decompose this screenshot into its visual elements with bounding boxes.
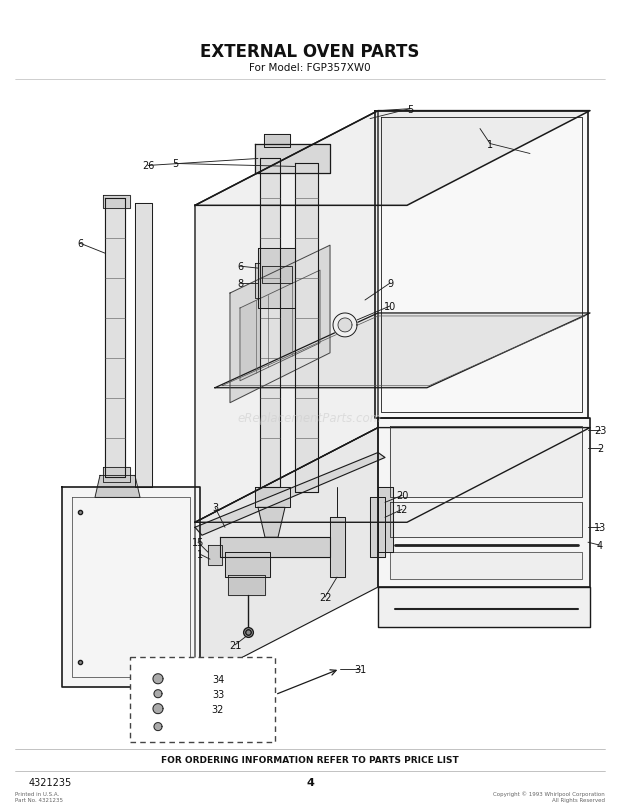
Polygon shape [225, 552, 270, 577]
Polygon shape [154, 723, 162, 731]
Polygon shape [378, 418, 590, 587]
Polygon shape [195, 112, 590, 206]
Text: 1: 1 [197, 549, 203, 560]
Polygon shape [255, 145, 330, 174]
Polygon shape [103, 196, 130, 209]
Polygon shape [262, 267, 292, 283]
Polygon shape [208, 545, 222, 565]
Text: 31: 31 [354, 664, 366, 674]
Polygon shape [154, 690, 162, 698]
Text: 4: 4 [597, 540, 603, 551]
Polygon shape [378, 587, 590, 627]
Polygon shape [195, 428, 378, 682]
Polygon shape [258, 507, 285, 537]
Text: 5: 5 [172, 159, 178, 169]
Text: 6: 6 [77, 239, 83, 249]
Text: 12: 12 [396, 505, 408, 515]
Polygon shape [258, 249, 295, 308]
Text: 32: 32 [212, 703, 224, 714]
Polygon shape [195, 428, 590, 523]
Polygon shape [255, 487, 290, 507]
Polygon shape [264, 134, 290, 147]
Polygon shape [228, 576, 265, 595]
Polygon shape [390, 503, 582, 537]
Polygon shape [370, 498, 385, 557]
Text: 9: 9 [387, 279, 393, 289]
Polygon shape [222, 316, 585, 386]
Text: 4: 4 [306, 777, 314, 788]
Text: 33: 33 [212, 689, 224, 699]
Polygon shape [390, 426, 582, 498]
Polygon shape [333, 314, 357, 337]
Text: For Model: FGP357XW0: For Model: FGP357XW0 [249, 63, 371, 73]
Polygon shape [220, 537, 330, 557]
Text: 3: 3 [212, 503, 218, 512]
Polygon shape [72, 498, 190, 677]
Text: 6: 6 [237, 262, 243, 271]
Polygon shape [295, 165, 318, 493]
Text: Copyright © 1993 Whirlpool Corporation
All Rights Reserved: Copyright © 1993 Whirlpool Corporation A… [494, 791, 605, 802]
Text: 10: 10 [384, 302, 396, 312]
Text: 15: 15 [192, 537, 204, 548]
FancyBboxPatch shape [130, 657, 275, 742]
Polygon shape [381, 117, 582, 412]
Polygon shape [195, 453, 385, 536]
Text: 13: 13 [594, 523, 606, 532]
Polygon shape [338, 319, 352, 332]
Polygon shape [105, 199, 125, 478]
Polygon shape [240, 271, 320, 381]
Polygon shape [103, 468, 130, 483]
Text: 20: 20 [396, 491, 408, 501]
Text: 21: 21 [229, 640, 241, 650]
Polygon shape [255, 264, 260, 299]
Polygon shape [375, 112, 588, 418]
Text: 1: 1 [487, 140, 493, 149]
Text: 5: 5 [407, 104, 413, 115]
Text: 34: 34 [212, 674, 224, 684]
Polygon shape [330, 518, 345, 577]
Text: FOR ORDERING INFORMATION REFER TO PARTS PRICE LIST: FOR ORDERING INFORMATION REFER TO PARTS … [161, 755, 459, 764]
Polygon shape [260, 159, 280, 487]
Polygon shape [95, 476, 140, 498]
Polygon shape [135, 204, 152, 487]
Polygon shape [215, 314, 590, 388]
Polygon shape [378, 487, 393, 552]
Text: 2: 2 [597, 443, 603, 453]
Text: 23: 23 [594, 425, 606, 435]
Text: Printed in U.S.A.
Part No. 4321235: Printed in U.S.A. Part No. 4321235 [15, 791, 63, 801]
Text: EXTERNAL OVEN PARTS: EXTERNAL OVEN PARTS [200, 43, 420, 61]
Polygon shape [390, 552, 582, 580]
Text: 26: 26 [142, 161, 154, 171]
Polygon shape [195, 112, 378, 523]
Polygon shape [62, 487, 200, 687]
Text: 4321235: 4321235 [29, 777, 72, 788]
Polygon shape [153, 703, 163, 714]
Polygon shape [153, 674, 163, 684]
Polygon shape [230, 246, 330, 403]
Text: 22: 22 [319, 593, 331, 602]
Text: eReplacementParts.com: eReplacementParts.com [238, 412, 382, 425]
Text: 8: 8 [237, 279, 243, 289]
